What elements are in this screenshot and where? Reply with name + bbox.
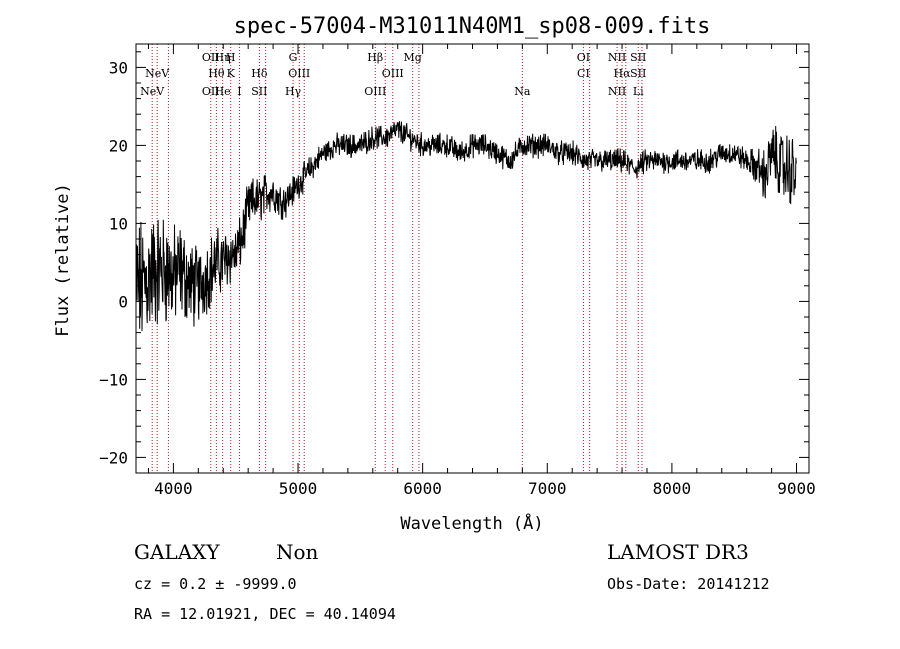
emission-line-label: Hθ: [208, 67, 225, 80]
chart-title: spec-57004-M31011N40M1_sp08-009.fits: [234, 14, 711, 39]
emission-line-label: NeV: [140, 85, 165, 98]
emission-line-label: CI: [577, 67, 590, 80]
x-tick-label: 9000: [777, 479, 816, 498]
emission-line-label: OII: [202, 51, 220, 64]
y-tick-label: 10: [109, 214, 128, 233]
emission-line-label: K: [227, 67, 236, 80]
emission-line-label: OIII: [382, 67, 404, 80]
spectrum-series: [135, 121, 797, 332]
y-tick-label: 20: [109, 136, 128, 155]
emission-line-label: NII: [608, 85, 626, 98]
emission-line-label: SII: [630, 51, 646, 64]
obs-date: Obs-Date: 20141212: [607, 575, 770, 593]
emission-line-label: Li: [633, 85, 644, 98]
redshift-readout: cz = 0.2 ± -9999.0: [134, 575, 297, 593]
spectrum-line: [135, 121, 797, 332]
emission-line-label: Hγ: [285, 85, 302, 98]
y-tick-label: 30: [109, 58, 128, 77]
x-tick-label: 8000: [653, 479, 692, 498]
emission-line-label: Hα: [614, 67, 632, 80]
emission-line-markers: NeV NeV OII OII Hθ Hη He HKI Hδ SII G Hγ OIII Hβ OIII O…: [140, 44, 646, 473]
emission-line-label: OII: [202, 85, 220, 98]
emission-line-label: Na: [514, 85, 531, 98]
x-tick-label: 5000: [279, 479, 318, 498]
x-tick-label: 6000: [403, 479, 442, 498]
emission-line-label: OIII: [288, 67, 310, 80]
emission-line-label: He: [215, 85, 231, 98]
emission-line-label: Hδ: [251, 67, 268, 80]
y-axis-label: Flux (relative): [53, 183, 73, 337]
emission-line-label: NII: [608, 51, 626, 64]
x-axis-label: Wavelength (Å): [400, 512, 543, 534]
emission-line-label: OIII: [364, 85, 386, 98]
object-class: GALAXY: [134, 540, 220, 564]
emission-line-label: G: [289, 51, 298, 64]
emission-line-label: I: [237, 85, 241, 98]
coordinates-readout: RA = 12.01921, DEC = 40.14094: [134, 605, 396, 623]
x-tick-label: 4000: [154, 479, 193, 498]
x-tick-label: 7000: [528, 479, 567, 498]
object-subclass: Non: [276, 540, 319, 564]
emission-line-label: H: [226, 51, 236, 64]
emission-line-label: OI: [577, 51, 590, 64]
y-tick-label: 0: [118, 292, 128, 311]
emission-line-label: NeV: [145, 67, 170, 80]
emission-line-label: SII: [630, 67, 646, 80]
y-tick-label: −10: [99, 370, 128, 389]
axis-ticks: 4000 5000 6000 7000 8000 9000 −20 −10 0 10 20 30: [99, 44, 816, 498]
y-tick-label: −20: [99, 448, 128, 467]
emission-line-label: Mg: [404, 51, 422, 64]
survey-name: LAMOST DR3: [607, 540, 749, 564]
emission-line-label: SII: [251, 85, 267, 98]
emission-line-label: Hβ: [367, 51, 383, 64]
emission-line-label: Hη: [215, 51, 231, 64]
